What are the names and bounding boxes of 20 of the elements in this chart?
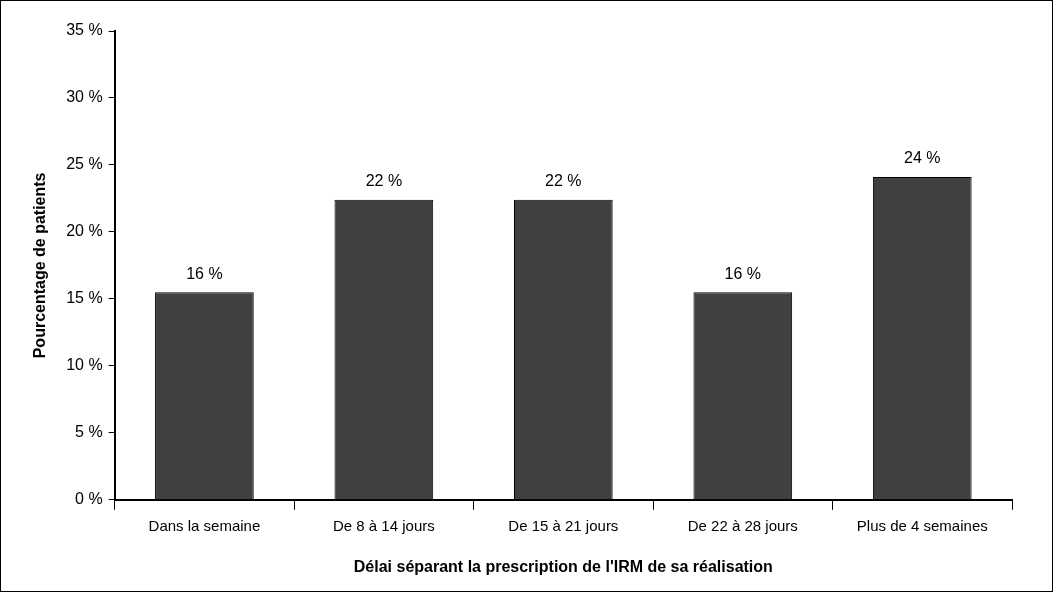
y-tick-label: 15 % (66, 289, 103, 307)
data-label: 16 % (186, 264, 223, 282)
x-tick-label: Plus de 4 semaines (856, 516, 988, 534)
y-tick-label: 20 % (66, 222, 103, 240)
data-label: 22 % (545, 172, 582, 190)
data-label: 24 % (904, 149, 941, 167)
x-tick-label: De 22 à 28 jours (687, 516, 798, 534)
y-tick-label: 5 % (75, 423, 103, 441)
x-tick-label: Dans la semaine (148, 516, 261, 534)
data-label: 16 % (724, 264, 762, 282)
y-tick-label: 25 % (66, 155, 103, 173)
x-axis-title: Délai séparant la prescription de l'IRM de sa réalisation (353, 557, 773, 575)
x-tick-label: De 15 à 21 jours (508, 516, 619, 534)
y-tick-label: 0 % (75, 490, 103, 508)
y-tick-label: 35 % (66, 21, 103, 39)
x-tick-label: De 8 à 14 jours (333, 516, 435, 534)
y-axis-title: Pourcentage de patients (31, 172, 49, 359)
data-label: 22 % (365, 172, 403, 190)
y-tick-label: 10 % (66, 356, 103, 374)
y-tick-label: 30 % (66, 88, 103, 106)
